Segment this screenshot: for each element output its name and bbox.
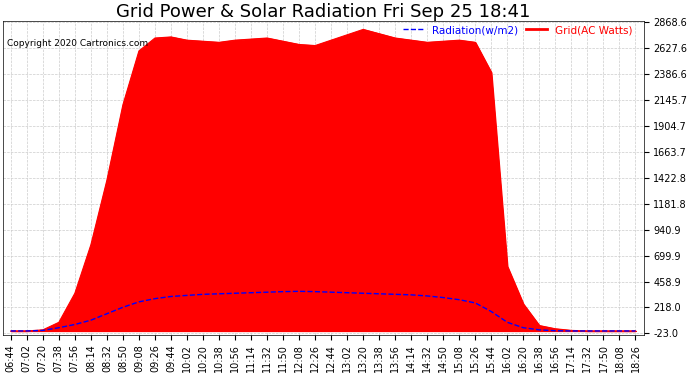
Text: Copyright 2020 Cartronics.com: Copyright 2020 Cartronics.com [7,39,148,48]
Title: Grid Power & Solar Radiation Fri Sep 25 18:41: Grid Power & Solar Radiation Fri Sep 25 … [116,3,531,21]
Legend: Radiation(w/m2), Grid(AC Watts): Radiation(w/m2), Grid(AC Watts) [398,21,637,39]
